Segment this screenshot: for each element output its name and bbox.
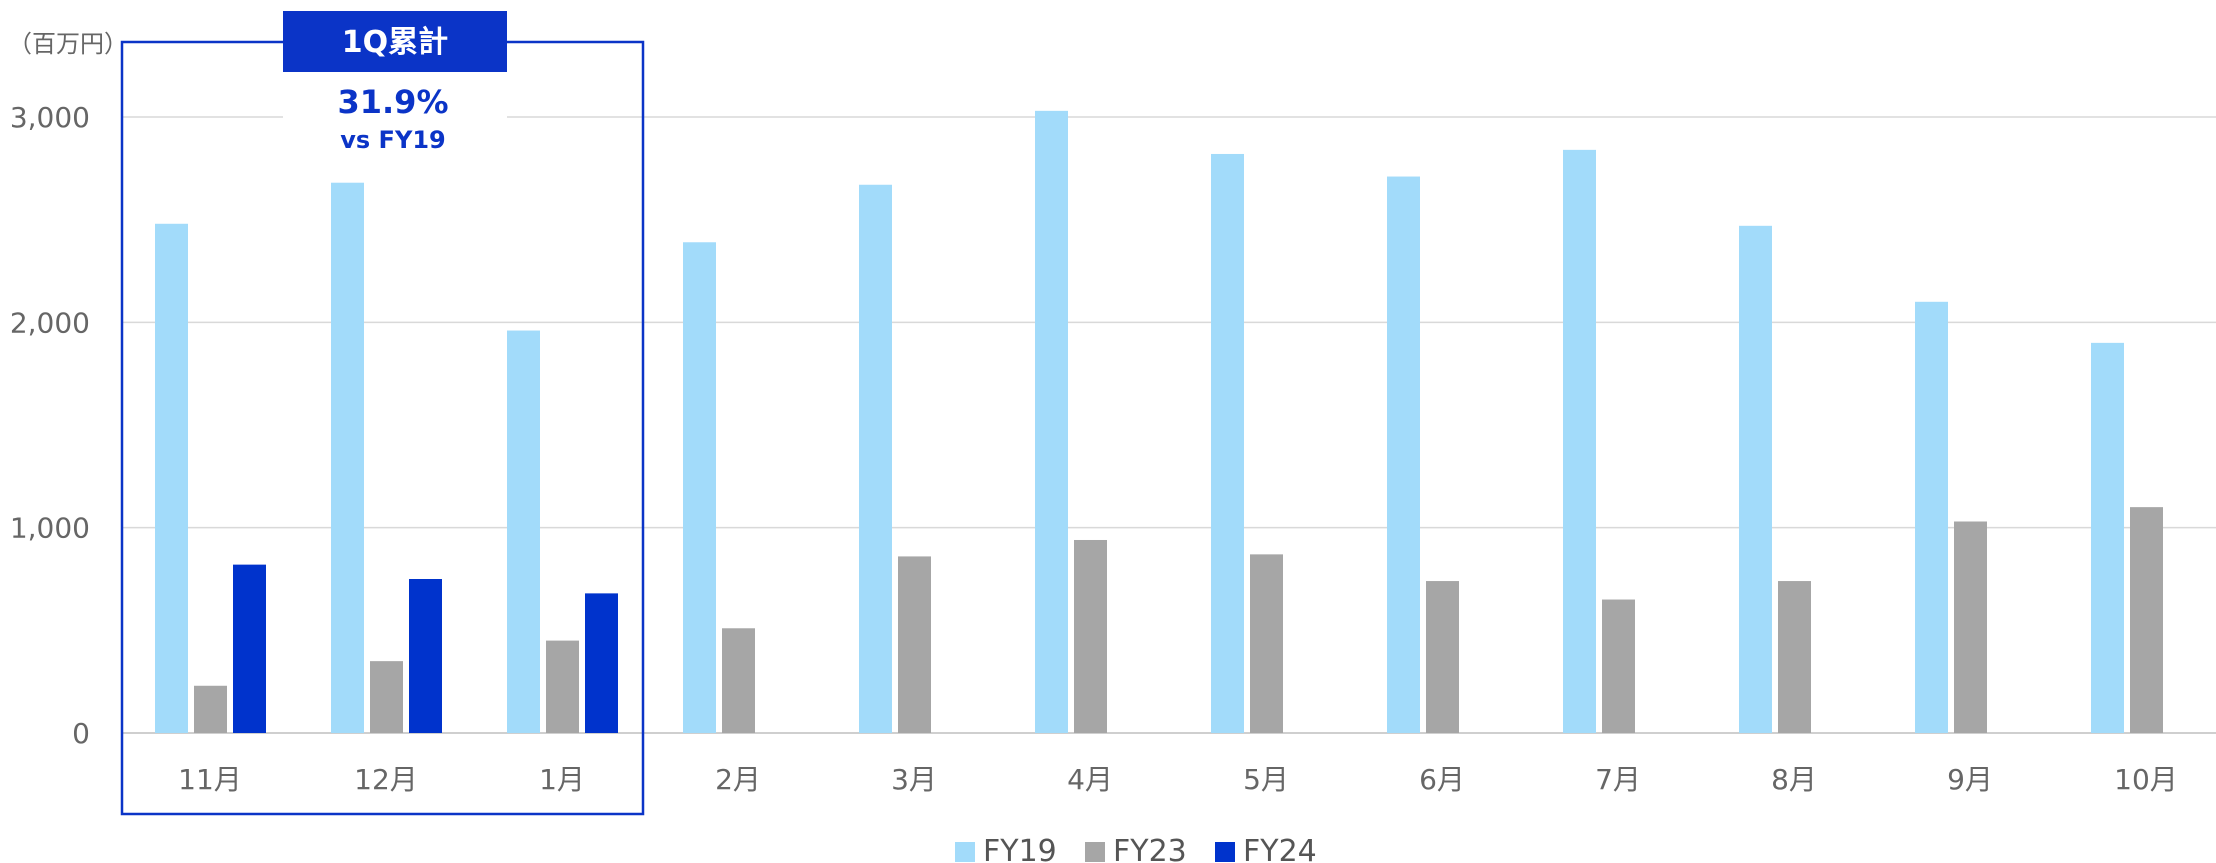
x-tick-label: 2月 bbox=[715, 763, 761, 796]
bar-fy23 bbox=[2130, 507, 2163, 733]
bar-fy23 bbox=[1426, 581, 1459, 733]
bar-fy23 bbox=[370, 661, 403, 733]
q1-badge-title: 1Q累計 bbox=[342, 25, 448, 60]
bar-fy23 bbox=[1778, 581, 1811, 733]
x-tick-label: 5月 bbox=[1243, 763, 1289, 796]
bar-fy19 bbox=[507, 330, 540, 733]
legend-swatch-fy24 bbox=[1215, 842, 1235, 862]
bar-fy23 bbox=[1954, 521, 1987, 733]
y-tick-label: 3,000 bbox=[10, 101, 90, 134]
bar-fy23 bbox=[898, 556, 931, 733]
legend-label-fy24: FY24 bbox=[1243, 834, 1317, 863]
y-tick-label: 1,000 bbox=[10, 512, 90, 545]
bar-fy19 bbox=[1211, 153, 1244, 733]
x-tick-label: 11月 bbox=[178, 763, 242, 796]
y-tick-label: 2,000 bbox=[10, 306, 90, 339]
x-tick-label: 8月 bbox=[1771, 763, 1817, 796]
bar-fy23 bbox=[1074, 539, 1107, 733]
bar-fy23 bbox=[722, 628, 755, 733]
x-tick-label: 6月 bbox=[1419, 763, 1465, 796]
bar-fy23 bbox=[1602, 599, 1635, 733]
q1-growth-value: 31.9% bbox=[337, 83, 448, 121]
x-tick-label: 3月 bbox=[891, 763, 937, 796]
bar-fy19 bbox=[155, 223, 188, 734]
q1-badge bbox=[283, 11, 507, 72]
y-axis-unit-label: （百万円） bbox=[8, 30, 128, 58]
bars bbox=[155, 110, 2163, 734]
bar-fy24 bbox=[233, 564, 266, 733]
legend: FY19 FY23 FY24 bbox=[955, 834, 1317, 863]
x-tick-label: 10月 bbox=[2114, 763, 2178, 796]
legend-swatch-fy23 bbox=[1085, 842, 1105, 862]
bar-fy19 bbox=[1915, 301, 1948, 733]
x-axis-ticks: 11月 12月 1月 2月 3月 4月 5月 6月 7月 8月 9月 10月 bbox=[178, 763, 2178, 796]
legend-label-fy23: FY23 bbox=[1113, 834, 1187, 863]
x-tick-label: 9月 bbox=[1947, 763, 1993, 796]
bar-fy23 bbox=[194, 685, 227, 733]
x-tick-label: 1月 bbox=[539, 763, 585, 796]
bar-fy19 bbox=[1035, 110, 1068, 734]
x-tick-label: 12月 bbox=[354, 763, 418, 796]
bar-fy23 bbox=[546, 640, 579, 733]
y-axis-ticks: 0 1,000 2,000 3,000 bbox=[10, 101, 90, 750]
q1-comparison-label: vs FY19 bbox=[340, 126, 445, 154]
bar-fy19 bbox=[1739, 225, 1772, 733]
bar-fy19 bbox=[859, 184, 892, 733]
bar-fy19 bbox=[1387, 176, 1420, 734]
bar-fy19 bbox=[683, 242, 716, 733]
x-tick-label: 7月 bbox=[1595, 763, 1641, 796]
bar-fy24 bbox=[409, 579, 442, 733]
bar-fy24 bbox=[585, 593, 618, 733]
bar-fy19 bbox=[331, 182, 364, 733]
y-tick-label: 0 bbox=[72, 717, 90, 750]
q1-highlight: 1Q累計 31.9% vs FY19 bbox=[120, 11, 645, 816]
x-tick-label: 4月 bbox=[1067, 763, 1113, 796]
legend-swatch-fy19 bbox=[955, 842, 975, 862]
legend-label-fy19: FY19 bbox=[983, 834, 1057, 863]
bar-fy23 bbox=[1250, 554, 1283, 733]
bar-fy19 bbox=[1563, 149, 1596, 733]
bar-fy19 bbox=[2091, 342, 2124, 733]
